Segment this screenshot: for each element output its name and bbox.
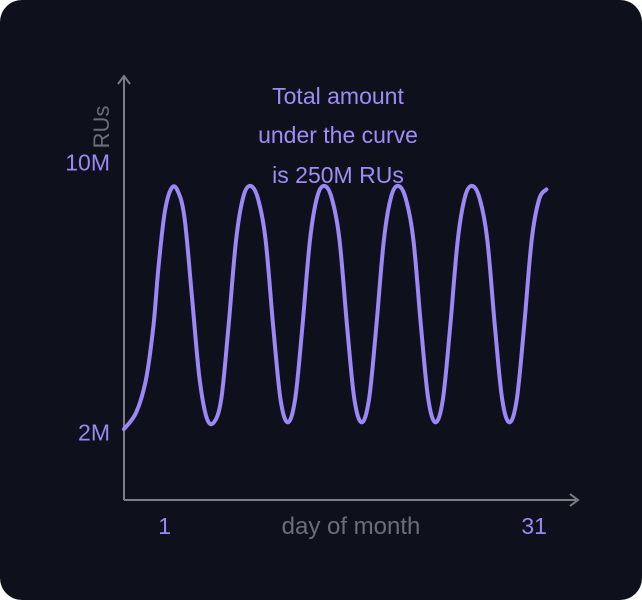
series-line (122, 183, 549, 432)
y-axis-arrow (117, 74, 131, 85)
x-axis-label: day of month (282, 513, 421, 540)
y-tick-label-10m: 10M (65, 149, 110, 175)
y-tick-label-2m: 2M (78, 419, 110, 445)
annotation-line-3: is 250M RUs (272, 162, 404, 188)
y-axis-label: RUs (89, 106, 114, 149)
annotation-line-1: Total amount (272, 83, 404, 109)
annotation-line-2: under the curve (258, 122, 418, 148)
x-axis-arrow (569, 493, 580, 507)
x-tick-label-1: 1 (158, 513, 171, 539)
x-tick-label-31: 31 (521, 513, 547, 539)
